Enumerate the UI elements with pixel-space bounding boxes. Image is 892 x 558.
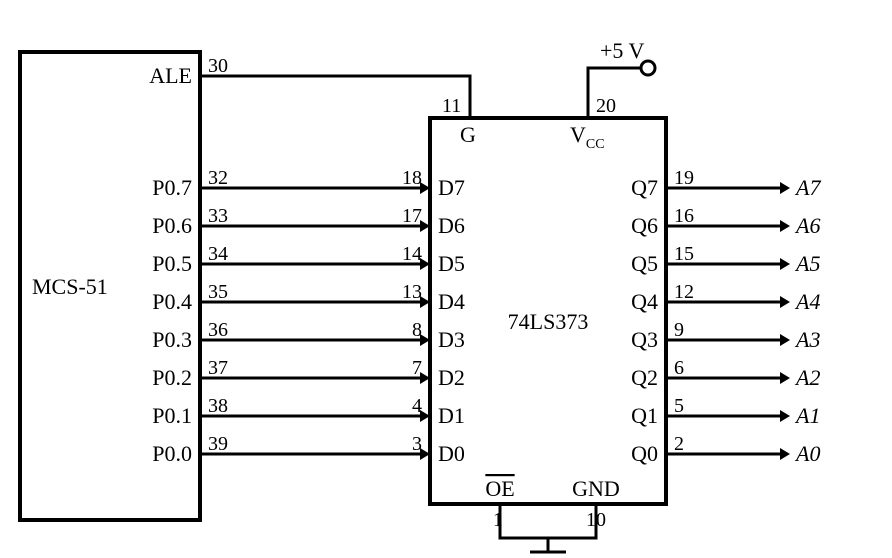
wire-ale-to-g	[200, 76, 470, 118]
q-label: Q4	[631, 289, 658, 314]
addr-label: A6	[794, 213, 820, 238]
d-label: D3	[438, 327, 465, 352]
d-pin: 17	[402, 205, 422, 227]
port-label: P0.0	[152, 441, 192, 466]
port-label: P0.3	[152, 327, 192, 352]
arrowhead	[780, 448, 790, 460]
arrowhead	[780, 296, 790, 308]
d-pin: 18	[402, 167, 422, 189]
d-pin: 14	[402, 243, 422, 265]
addr-label: A5	[794, 251, 820, 276]
latch-label: 74LS373	[508, 309, 589, 334]
schematic-canvas: MCS-5174LS373ALE3011G20VCC+5 VOE1GND10P0…	[0, 0, 892, 558]
arrowhead	[780, 410, 790, 422]
q-pin: 2	[674, 433, 684, 455]
port-pin: 38	[208, 395, 228, 417]
supply-label: +5 V	[600, 38, 645, 63]
addr-label: A1	[794, 403, 820, 428]
port-pin: 37	[208, 357, 228, 379]
d-label: D2	[438, 365, 465, 390]
q-label: Q1	[631, 403, 658, 428]
d-pin: 4	[412, 395, 422, 417]
d-pin: 3	[412, 433, 422, 455]
supply-node	[641, 61, 655, 75]
addr-label: A4	[794, 289, 820, 314]
addr-label: A2	[794, 365, 820, 390]
gnd-label: GND	[572, 476, 620, 501]
ale-pin: 30	[208, 55, 228, 77]
g-pin: 11	[442, 95, 461, 117]
q-pin: 5	[674, 395, 684, 417]
port-label: P0.7	[152, 175, 192, 200]
q-label: Q0	[631, 441, 658, 466]
port-label: P0.6	[152, 213, 192, 238]
q-pin: 9	[674, 319, 684, 341]
q-label: Q2	[631, 365, 658, 390]
q-label: Q6	[631, 213, 658, 238]
arrowhead	[780, 220, 790, 232]
arrowhead	[780, 258, 790, 270]
port-pin: 32	[208, 167, 228, 189]
arrowhead	[780, 182, 790, 194]
q-pin: 15	[674, 243, 694, 265]
port-label: P0.2	[152, 365, 192, 390]
q-label: Q3	[631, 327, 658, 352]
arrowhead	[780, 334, 790, 346]
addr-label: A3	[794, 327, 820, 352]
port-label: P0.4	[152, 289, 192, 314]
port-pin: 33	[208, 205, 228, 227]
ale-label: ALE	[149, 63, 192, 88]
d-label: D0	[438, 441, 465, 466]
d-label: D4	[438, 289, 465, 314]
d-label: D7	[438, 175, 465, 200]
q-pin: 12	[674, 281, 694, 303]
d-label: D6	[438, 213, 465, 238]
d-pin: 7	[412, 357, 422, 379]
d-label: D1	[438, 403, 465, 428]
port-pin: 39	[208, 433, 228, 455]
addr-label: A7	[794, 175, 821, 200]
arrowhead	[780, 372, 790, 384]
port-label: P0.1	[152, 403, 192, 428]
wire-oe-gnd-tie	[500, 504, 596, 538]
port-pin: 35	[208, 281, 228, 303]
q-label: Q5	[631, 251, 658, 276]
g-label: G	[460, 122, 476, 147]
d-label: D5	[438, 251, 465, 276]
d-pin: 13	[402, 281, 422, 303]
addr-label: A0	[794, 441, 820, 466]
q-pin: 19	[674, 167, 694, 189]
port-label: P0.5	[152, 251, 192, 276]
mcu-label: MCS-51	[32, 274, 108, 299]
oe-label: OE	[485, 476, 514, 501]
q-pin: 16	[674, 205, 694, 227]
d-pin: 8	[412, 319, 422, 341]
port-pin: 36	[208, 319, 228, 341]
vcc-pin: 20	[596, 95, 616, 117]
port-pin: 34	[208, 243, 228, 265]
q-pin: 6	[674, 357, 684, 379]
q-label: Q7	[631, 175, 658, 200]
